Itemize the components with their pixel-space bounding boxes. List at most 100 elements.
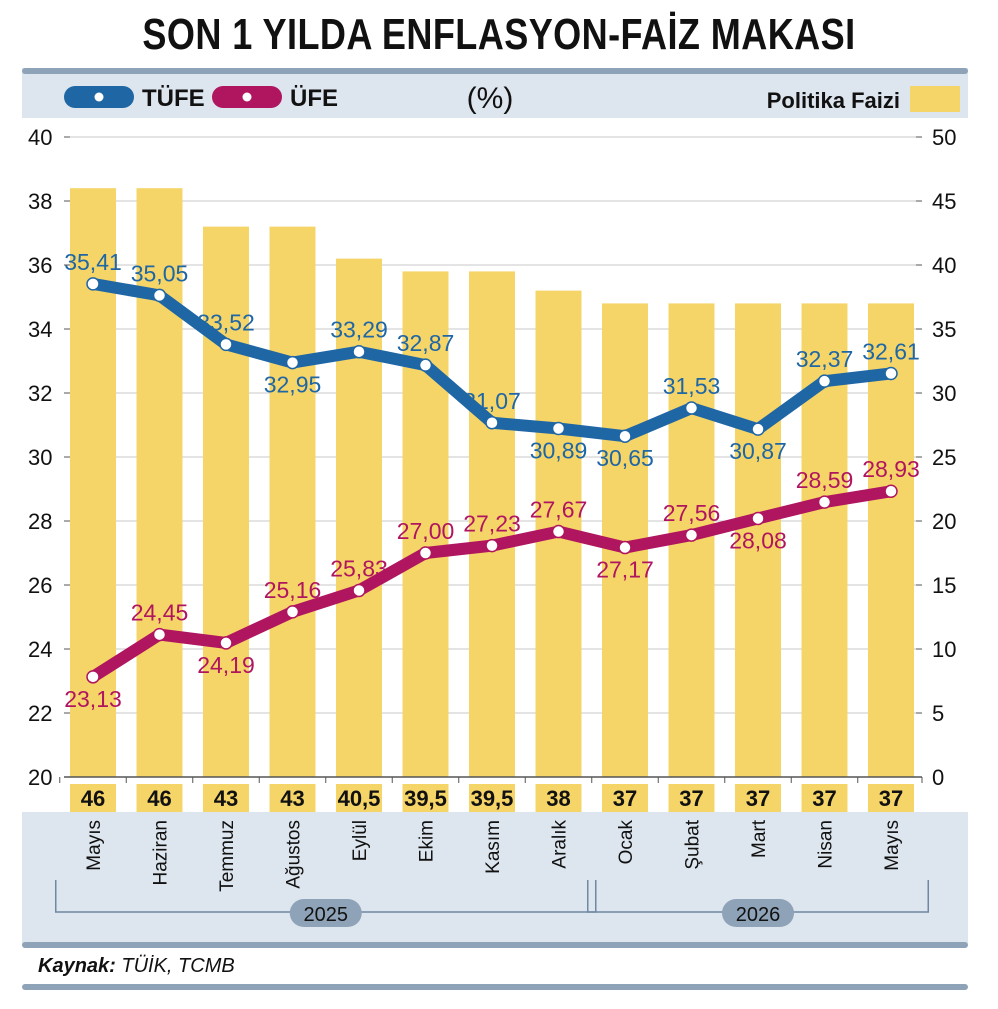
policy-value-box: [735, 784, 781, 812]
legend-band: TÜFE ÜFE (%) Politika Faizi: [22, 68, 968, 118]
policy-value-box: [269, 784, 316, 812]
line-point: [86, 670, 100, 684]
left-tick-label: 20: [28, 765, 52, 790]
line-point: [884, 366, 898, 381]
policy-bar: [203, 226, 249, 778]
line-point: [219, 337, 233, 352]
data-label: 35,05: [131, 260, 189, 286]
policy-value-box: [136, 784, 183, 812]
x-axis-line: [59, 776, 923, 783]
policy-value-label: 38: [546, 786, 570, 811]
year-label: 2026: [736, 904, 781, 926]
right-tick-label: 25: [932, 445, 956, 470]
policy-bar: [269, 226, 316, 778]
right-tick-label: 45: [932, 189, 956, 214]
policy-rate-value-row: 46 46 43 43 40,5 39,5 39,5 38 37 37 37 37 37: [70, 784, 914, 812]
policy-bar: [136, 188, 183, 777]
legend-tufe-label: TÜFE: [142, 85, 205, 112]
month-labels: Mayıs Haziran Temmuz Ağustos Eylül Ekim Kasım A…: [84, 819, 903, 892]
right-tick-label: 35: [932, 317, 956, 342]
policy-value-label: 37: [679, 786, 703, 811]
policy-value-label: 40,5: [338, 786, 381, 811]
line-point: [485, 538, 499, 553]
policy-value-box: [336, 784, 382, 812]
data-label: 32,61: [862, 338, 920, 364]
right-tick-label: 20: [932, 509, 956, 534]
left-tick-label: 34: [28, 317, 52, 342]
data-label: 27,56: [663, 500, 721, 526]
year-label: 2025: [304, 904, 349, 926]
line-point: [751, 511, 765, 526]
data-label: 23,13: [64, 686, 122, 712]
line-point: [152, 288, 167, 303]
right-tick-label: 50: [932, 125, 956, 150]
policy-value-label: 39,5: [404, 786, 447, 811]
policy-value-label: 37: [746, 786, 770, 811]
series-lines: [86, 277, 898, 684]
month-label: Haziran: [151, 820, 172, 885]
left-tick-label: 40: [28, 125, 52, 150]
data-label: 31,07: [463, 388, 521, 414]
line-point: [618, 429, 632, 443]
month-label: Ocak: [616, 820, 637, 865]
policy-bar: [469, 271, 515, 777]
month-label: Şubat: [683, 819, 704, 869]
legend-policy-label: Politika Faizi: [767, 88, 900, 113]
left-tick-label: 22: [28, 701, 52, 726]
line-point: [618, 540, 632, 555]
line-point: [817, 495, 832, 509]
left-tick-label: 30: [28, 445, 52, 470]
policy-value-label: 46: [81, 786, 105, 811]
month-label: Ağustos: [284, 820, 305, 889]
month-label: Aralık: [550, 820, 571, 869]
data-label: 30,65: [596, 445, 654, 471]
line-point: [684, 401, 699, 415]
data-label: 35,41: [64, 249, 122, 275]
year-pill: [722, 899, 794, 927]
policy-rate-bars: [70, 188, 914, 778]
data-label: 24,19: [197, 652, 255, 678]
left-tick-label: 24: [28, 637, 52, 662]
year-pill: [289, 899, 362, 927]
data-label: 33,29: [330, 317, 388, 343]
data-label: 32,95: [264, 372, 322, 398]
month-label: Temmuz: [217, 820, 238, 892]
data-label: 28,59: [796, 467, 854, 493]
data-label: 31,53: [663, 373, 721, 399]
policy-value-box: [70, 784, 116, 812]
legend-tufe: TÜFE: [64, 85, 205, 112]
data-labels: 35,41 35,05 33,52 32,95 33,29 32,87 31,07 30,89…: [64, 249, 920, 712]
line-point: [352, 344, 366, 359]
policy-value-box: [203, 784, 249, 812]
line-point: [418, 546, 433, 560]
policy-value-box: [402, 784, 449, 812]
right-tick-label: 10: [932, 637, 956, 662]
policy-value-box: [868, 784, 914, 812]
data-label: 27,23: [463, 511, 521, 537]
data-label: 27,67: [530, 497, 588, 523]
right-tick-label: 30: [932, 381, 956, 406]
line-point: [352, 583, 366, 598]
policy-value-label: 46: [147, 786, 171, 811]
legend-policy: Politika Faizi: [767, 86, 960, 113]
line-point: [418, 358, 433, 372]
policy-bar: [868, 303, 914, 777]
policy-value-box: [602, 784, 648, 812]
month-label: Eylül: [350, 820, 371, 861]
source-note: Kaynak: TÜİK, TCMB: [38, 955, 235, 978]
data-label: 28,08: [729, 527, 787, 553]
right-tick-label: 15: [932, 573, 956, 598]
policy-value-label: 37: [879, 786, 903, 811]
data-label: 33,52: [197, 309, 255, 335]
unit-label: (%): [467, 82, 514, 115]
data-label: 27,17: [596, 557, 654, 583]
policy-value-label: 37: [812, 786, 836, 811]
data-label: 25,16: [264, 577, 322, 603]
month-label: Kasım: [483, 820, 504, 874]
source-label: Kaynak:: [38, 955, 116, 977]
month-label: Mart: [749, 819, 770, 858]
policy-value-label: 37: [613, 786, 637, 811]
policy-value-label: 43: [214, 786, 238, 811]
legend-ufe: ÜFE: [212, 85, 338, 112]
